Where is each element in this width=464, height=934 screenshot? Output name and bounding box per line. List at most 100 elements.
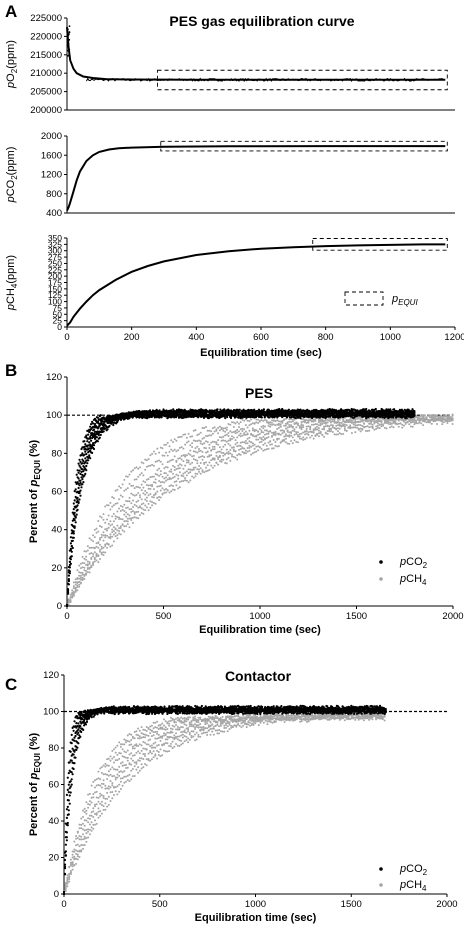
data-point (429, 419, 431, 422)
data-point (268, 416, 271, 419)
data-point (248, 446, 251, 449)
data-point (199, 455, 202, 458)
data-point (415, 415, 418, 417)
data-point (75, 835, 78, 837)
data-point (350, 422, 353, 424)
data-point (72, 594, 75, 597)
data-point (307, 718, 310, 721)
data-point (152, 494, 155, 497)
y-tick-label: 125 (48, 290, 62, 300)
data-point (383, 421, 386, 424)
data-point (238, 426, 240, 428)
data-point (342, 423, 345, 426)
data-point (425, 421, 428, 424)
data-point (73, 525, 76, 528)
legend-marker-pch4 (379, 577, 383, 581)
data-point (102, 551, 105, 554)
data-point (342, 432, 345, 435)
data-point (107, 536, 110, 539)
data-point (298, 433, 301, 435)
data-point (231, 455, 233, 458)
data-point (133, 467, 136, 470)
data-point (343, 423, 346, 426)
data-point (345, 424, 348, 427)
x-tick-label: 0 (64, 332, 69, 343)
data-point (107, 526, 110, 529)
data-point (89, 449, 92, 452)
data-point (177, 487, 180, 490)
data-point (206, 450, 209, 453)
data-point (198, 450, 200, 453)
data-point (224, 427, 227, 430)
data-point (224, 430, 227, 433)
data-point (90, 552, 93, 554)
data-point (267, 430, 270, 433)
data-point (93, 437, 97, 440)
data-point (323, 419, 326, 422)
data-point (281, 421, 284, 424)
data-point (314, 426, 317, 429)
data-point (91, 420, 94, 423)
data-point (265, 410, 268, 413)
data-point (231, 438, 233, 440)
x-tick-label: 2000 (442, 611, 463, 622)
data-point (271, 443, 273, 446)
data-point (140, 512, 143, 514)
data-point (168, 450, 171, 453)
data-point (280, 410, 283, 413)
data-point (319, 424, 322, 427)
data-point (74, 581, 77, 584)
data-point (281, 440, 284, 443)
data-point (196, 473, 199, 475)
data-point (331, 420, 334, 423)
data-point (361, 410, 364, 413)
data-point (210, 409, 213, 412)
data-point (159, 496, 162, 499)
y-tick-label: 120 (43, 670, 59, 681)
data-point (158, 409, 161, 412)
data-point (152, 464, 155, 467)
data-point (121, 483, 124, 486)
data-point (106, 518, 108, 521)
data-point (161, 463, 164, 466)
data-point (451, 417, 454, 420)
data-point (117, 419, 120, 422)
data-point (135, 485, 138, 488)
data-point (84, 443, 87, 446)
data-point (392, 421, 395, 424)
data-point (154, 478, 157, 481)
data-point (246, 432, 249, 435)
data-point (260, 409, 263, 412)
data-point (267, 436, 270, 439)
data-point (225, 412, 228, 415)
data-point (196, 434, 199, 436)
data-point (182, 480, 185, 482)
data-point (115, 417, 118, 421)
data-point (411, 421, 414, 423)
data-point (394, 418, 397, 421)
data-point (192, 450, 195, 453)
data-point (390, 422, 393, 425)
data-point (93, 422, 97, 426)
data-point (165, 488, 167, 490)
data-point (293, 418, 296, 421)
data-point (300, 428, 303, 431)
legend-label-pco2: pCO2 (399, 556, 428, 570)
data-point (69, 536, 72, 539)
data-point (255, 450, 258, 453)
data-point (241, 434, 244, 437)
data-point (260, 438, 263, 441)
data-point (163, 718, 165, 721)
data-point (88, 447, 91, 450)
data-point (337, 433, 339, 436)
data-point (192, 466, 195, 469)
data-point (305, 432, 308, 435)
data-point (195, 414, 198, 417)
data-point (201, 451, 204, 453)
data-point (302, 417, 305, 420)
y-tick-label: 205000 (30, 87, 62, 98)
data-point (401, 419, 404, 422)
data-point (78, 469, 81, 472)
data-point (112, 526, 115, 529)
data-point (163, 467, 166, 470)
